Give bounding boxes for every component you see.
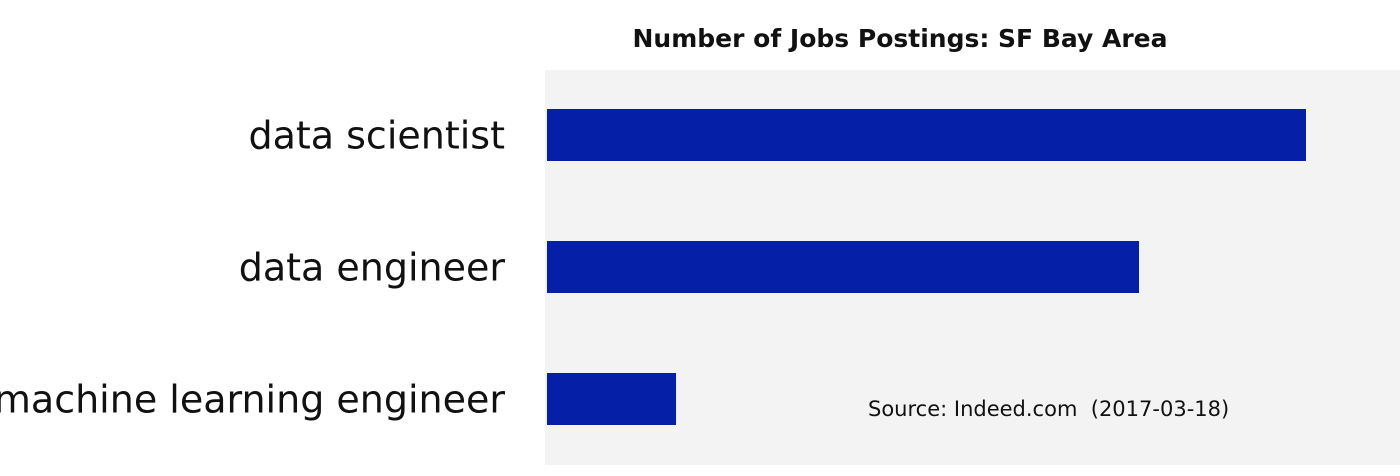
bar: [547, 109, 1306, 161]
bar: [547, 373, 677, 425]
bar: [547, 241, 1140, 293]
chart-title: Number of Jobs Postings: SF Bay Area: [633, 24, 1168, 53]
y-tick-label: machine learning engineer: [0, 378, 505, 422]
y-tick-label: data engineer: [239, 246, 506, 290]
y-tick-label: data scientist: [248, 114, 505, 158]
source-note: Source: Indeed.com (2017-03-18): [868, 397, 1229, 421]
